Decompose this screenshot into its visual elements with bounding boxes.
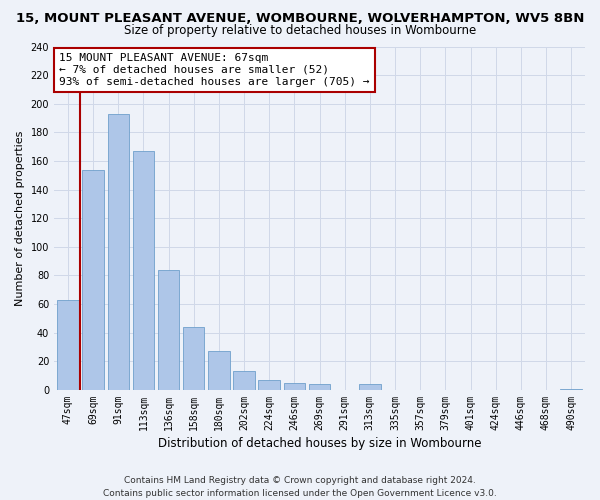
Text: Size of property relative to detached houses in Wombourne: Size of property relative to detached ho… bbox=[124, 24, 476, 37]
Bar bbox=[560, 388, 582, 390]
Bar bbox=[233, 372, 255, 390]
Bar bbox=[208, 352, 230, 390]
Bar bbox=[57, 300, 79, 390]
Y-axis label: Number of detached properties: Number of detached properties bbox=[15, 130, 25, 306]
Bar bbox=[284, 383, 305, 390]
Bar bbox=[309, 384, 330, 390]
Bar bbox=[183, 327, 205, 390]
Bar bbox=[107, 114, 129, 390]
Text: 15 MOUNT PLEASANT AVENUE: 67sqm
← 7% of detached houses are smaller (52)
93% of : 15 MOUNT PLEASANT AVENUE: 67sqm ← 7% of … bbox=[59, 54, 370, 86]
Bar bbox=[359, 384, 380, 390]
Text: 15, MOUNT PLEASANT AVENUE, WOMBOURNE, WOLVERHAMPTON, WV5 8BN: 15, MOUNT PLEASANT AVENUE, WOMBOURNE, WO… bbox=[16, 12, 584, 26]
Bar bbox=[133, 151, 154, 390]
Text: Contains HM Land Registry data © Crown copyright and database right 2024.
Contai: Contains HM Land Registry data © Crown c… bbox=[103, 476, 497, 498]
Bar bbox=[259, 380, 280, 390]
X-axis label: Distribution of detached houses by size in Wombourne: Distribution of detached houses by size … bbox=[158, 437, 481, 450]
Bar bbox=[82, 170, 104, 390]
Bar bbox=[158, 270, 179, 390]
